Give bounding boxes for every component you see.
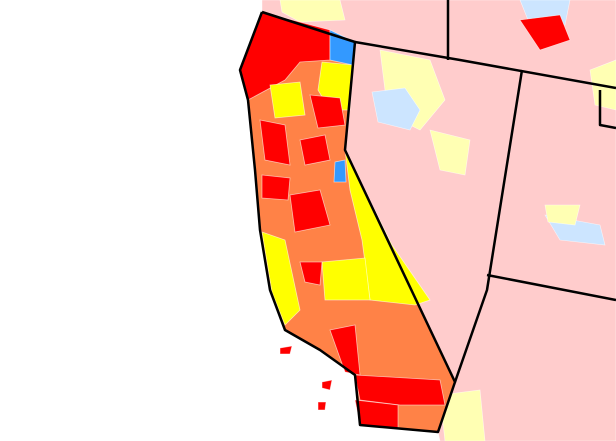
county [299,134,331,166]
state-border [453,69,524,383]
county [269,81,306,119]
county [544,204,581,226]
state-border [598,90,616,130]
county [289,189,331,233]
state-border [486,273,616,302]
county [279,0,346,23]
state-border [354,40,616,90]
county [371,87,421,131]
county [333,159,347,183]
state-border [238,10,457,434]
county [261,231,301,326]
county [439,389,486,441]
county [309,94,346,129]
county [261,174,291,201]
county [519,14,571,51]
island [317,401,327,411]
county [429,129,471,176]
county [321,257,371,301]
county [354,374,446,406]
county [354,399,399,429]
island [321,379,333,391]
island [279,345,293,355]
county [259,119,291,166]
county [299,261,323,286]
